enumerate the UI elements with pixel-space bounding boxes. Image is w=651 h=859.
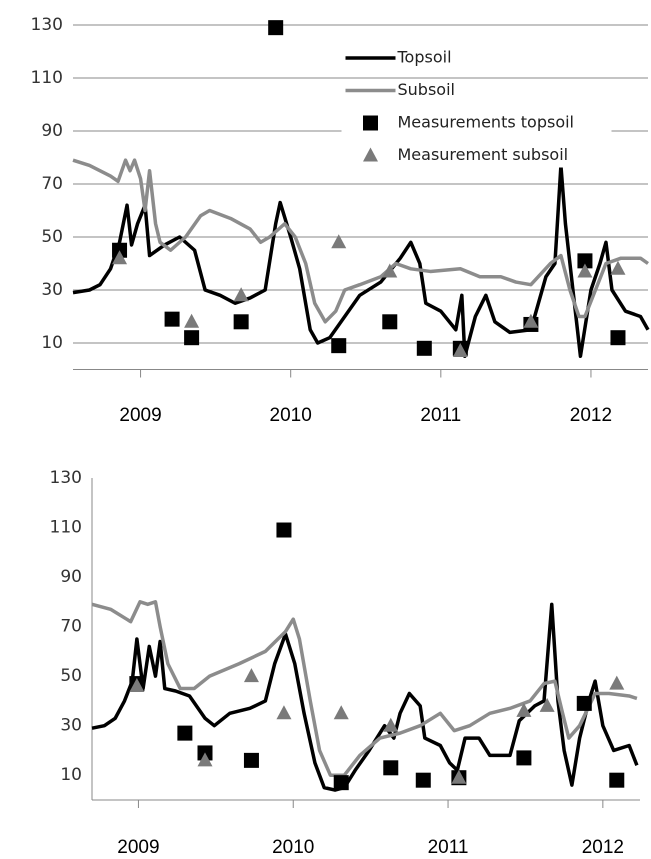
square-marker: [576, 695, 592, 711]
x-tick-label: 2011: [428, 837, 469, 858]
y-tick-label: 90: [41, 121, 63, 141]
y-tick-label: 50: [41, 227, 63, 247]
square-marker: [363, 115, 378, 131]
x-tick-label: 2012: [570, 405, 612, 426]
triangle-marker: [197, 752, 213, 767]
x-tick-label: 2009: [119, 405, 161, 426]
square-marker: [184, 330, 200, 346]
triangle-marker: [331, 234, 347, 249]
square-marker: [609, 772, 625, 788]
triangle-marker: [233, 287, 249, 302]
triangle-marker: [516, 702, 532, 717]
triangle-marker: [112, 250, 128, 265]
square-marker: [577, 253, 593, 269]
triangle-marker: [184, 313, 200, 328]
triangle-marker: [610, 260, 626, 275]
line-series: [72, 163, 650, 358]
triangle-marker: [382, 263, 398, 278]
y-tick-label: 130: [50, 468, 82, 488]
x-tick-label: 2012: [582, 837, 624, 858]
y-tick-label: 110: [50, 518, 82, 538]
square-marker: [516, 750, 532, 766]
y-tick-label: 70: [60, 617, 82, 637]
triangle-marker: [451, 769, 467, 784]
square-marker: [268, 20, 284, 36]
triangle-marker: [523, 313, 539, 328]
x-tick-label: 2010: [272, 837, 314, 858]
square-marker: [276, 522, 292, 538]
square-marker: [415, 772, 431, 788]
triangle-marker: [243, 668, 259, 683]
triangle-marker: [539, 697, 555, 712]
triangle-marker: [383, 717, 399, 732]
legend-label: Measurement subsoil: [398, 145, 569, 164]
y-tick-label: 70: [41, 174, 63, 194]
square-marker: [382, 314, 398, 330]
x-tick-label: 2011: [420, 405, 461, 426]
x-tick-label: 2009: [117, 837, 159, 858]
y-tick-label: 30: [60, 716, 82, 736]
square-marker: [233, 314, 249, 330]
y-tick-label: 10: [60, 765, 82, 785]
legend-label: Measurements topsoil: [398, 113, 575, 132]
square-marker: [610, 330, 626, 346]
square-marker: [383, 760, 399, 776]
line-series: [72, 158, 650, 324]
y-tick-label: 110: [31, 68, 63, 88]
legend-bg: [341, 143, 612, 168]
y-tick-label: 10: [41, 333, 63, 353]
square-marker: [164, 311, 180, 327]
square-marker: [333, 775, 349, 791]
triangle-marker: [452, 342, 468, 357]
square-marker: [416, 340, 432, 356]
triangle-marker: [577, 263, 593, 278]
line-series: [91, 602, 639, 792]
triangle-marker: [129, 678, 145, 693]
triangle-marker: [333, 705, 349, 720]
y-tick-label: 90: [60, 567, 82, 587]
x-tick-label: 2010: [270, 405, 312, 426]
legend: Topsoil Subsoil Measurements topsoil Measur…: [341, 46, 612, 168]
square-marker: [177, 725, 193, 741]
triangle-marker: [363, 147, 378, 162]
legend-bg: [341, 111, 612, 135]
chart: 10 30 50 70 90 110 130 2009 2010 2011 2012 Topsoil S…: [31, 15, 650, 426]
y-tick-label: 30: [41, 280, 63, 300]
triangle-marker: [609, 675, 625, 690]
triangle-marker: [276, 705, 292, 720]
square-marker: [243, 752, 259, 768]
legend-label: Subsoil: [398, 80, 455, 99]
square-marker: [331, 338, 347, 354]
y-tick-label: 50: [60, 666, 82, 686]
legend-label: Topsoil: [397, 48, 452, 67]
y-tick-label: 130: [31, 15, 63, 35]
line-series: [91, 600, 638, 777]
chart: 10 30 50 70 90 110 130 2009 2010 2011 2012: [50, 468, 640, 858]
